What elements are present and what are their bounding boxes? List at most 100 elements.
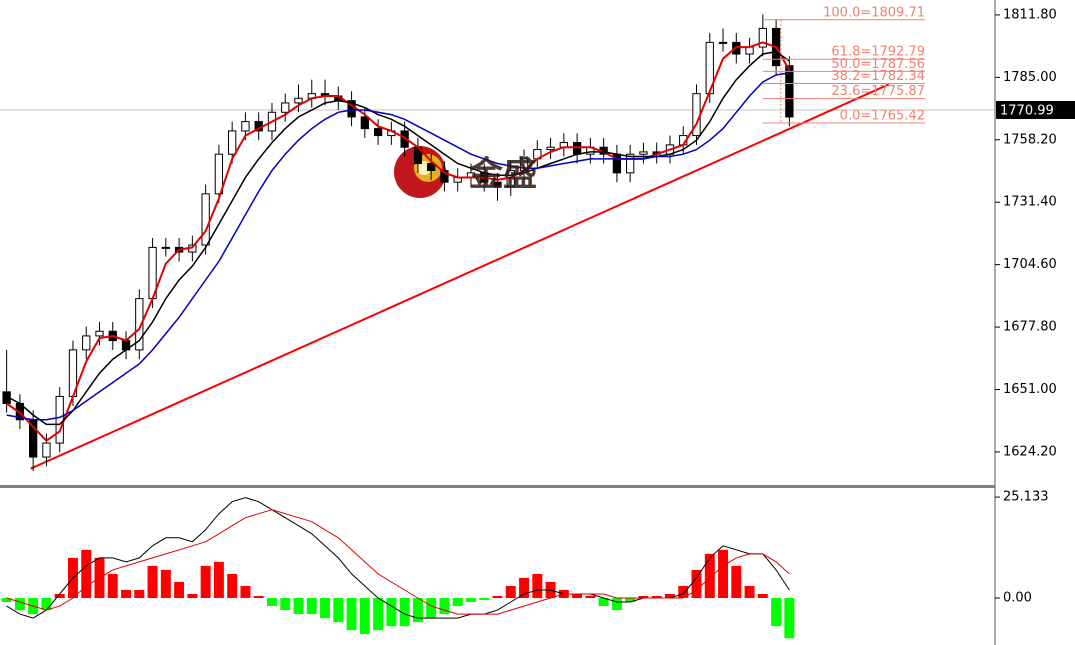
histogram-bar	[1, 598, 12, 603]
fib-label: 23.6=1775.87	[831, 84, 925, 99]
candle-body	[228, 130, 237, 155]
fib-label: 50.0=1787.56	[831, 57, 925, 72]
histogram-bar	[306, 598, 317, 615]
histogram-bar	[333, 598, 344, 623]
histogram-bar	[532, 573, 543, 599]
histogram-bar	[81, 549, 92, 599]
candle-body	[373, 128, 383, 137]
histogram-bar	[572, 594, 583, 599]
histogram-bar	[412, 598, 423, 623]
candle-body	[745, 46, 754, 55]
y-tick-label: 0.00	[1003, 591, 1032, 606]
candle-body	[758, 27, 767, 48]
y-tick-label: 1651.00	[1003, 382, 1057, 397]
y-tick-label: 1624.20	[1003, 444, 1057, 459]
histogram-bar	[731, 565, 742, 599]
fib-label: 100.0=1809.71	[823, 5, 925, 20]
histogram-bar	[41, 598, 52, 611]
candle-body	[294, 97, 303, 104]
histogram-bar	[134, 589, 145, 599]
histogram-bar	[505, 585, 516, 599]
histogram-bar	[359, 598, 370, 635]
fib-label: 61.8=1792.79	[831, 45, 925, 60]
y-tick-label: 1758.20	[1003, 132, 1057, 147]
histogram-bar	[240, 585, 251, 599]
y-tick-label: 1677.80	[1003, 320, 1057, 335]
histogram-bar	[174, 581, 185, 599]
candle-body	[135, 298, 144, 351]
current-price-box	[996, 100, 1075, 119]
candle-body	[281, 102, 290, 113]
histogram-bar	[638, 596, 649, 599]
candle-body	[360, 116, 369, 130]
histogram-bar	[266, 598, 277, 607]
histogram-bar	[452, 598, 463, 607]
histogram-bar	[187, 594, 198, 599]
histogram-bar	[14, 598, 25, 611]
histogram-bar	[691, 569, 702, 599]
moving-average	[6, 41, 791, 443]
histogram-bar	[651, 596, 662, 599]
histogram-bar	[519, 577, 530, 599]
histogram-bar	[664, 594, 675, 599]
candle-body	[639, 151, 648, 155]
candle-body	[95, 330, 104, 337]
histogram-bar	[704, 553, 715, 599]
histogram-bar	[492, 596, 503, 599]
y-tick-label: 25.133	[1003, 490, 1049, 505]
histogram-bar	[744, 585, 755, 599]
histogram-bar	[386, 598, 397, 627]
candle-body	[161, 246, 170, 249]
candle-body	[55, 395, 64, 444]
histogram-bar	[346, 598, 357, 631]
candle-body	[718, 41, 728, 44]
candle-body	[214, 153, 224, 195]
candle-body	[493, 181, 502, 188]
histogram-bar	[479, 598, 490, 601]
histogram-bar	[625, 598, 636, 603]
histogram-bar	[373, 598, 384, 631]
histogram-bar	[213, 561, 224, 599]
histogram-bar	[253, 596, 264, 599]
histogram-bar	[439, 598, 450, 615]
fib-label: 0.0=1765.42	[840, 108, 925, 123]
histogram-bar	[678, 585, 689, 599]
histogram-bar	[200, 565, 211, 599]
histogram-bar	[585, 596, 596, 599]
histogram-bar	[160, 569, 171, 599]
moving-average	[6, 71, 790, 421]
y-tick-label: 1811.80	[1003, 7, 1057, 22]
candle-body	[427, 163, 436, 172]
y-tick-label: 1785.00	[1003, 70, 1057, 85]
current-price-label: 1770.99	[1000, 103, 1054, 118]
candle-body	[626, 153, 635, 174]
watermark: 金盛	[468, 155, 537, 195]
histogram-bar	[280, 598, 291, 611]
histogram-bar	[293, 598, 304, 615]
histogram-bar	[611, 598, 622, 611]
y-tick-label: 1704.60	[1003, 257, 1057, 272]
candle-body	[82, 335, 91, 351]
histogram-bar	[121, 589, 132, 599]
candle-body	[42, 442, 51, 458]
macd-line	[6, 509, 790, 615]
histogram-bar	[107, 573, 118, 599]
histogram-bar	[147, 565, 158, 599]
histogram-bar	[784, 598, 795, 639]
histogram-bar	[399, 598, 410, 627]
candle-body	[440, 170, 449, 183]
histogram-bar	[227, 573, 238, 599]
candle-body	[241, 121, 250, 132]
y-tick-label: 1731.40	[1003, 195, 1057, 210]
fib-label: 38.2=1782.34	[831, 69, 925, 84]
histogram-bar	[320, 598, 331, 619]
candle-body	[201, 193, 210, 246]
candle-body	[572, 142, 582, 155]
candle-body	[785, 65, 794, 118]
candle-body	[546, 146, 555, 151]
trendline	[30, 83, 890, 470]
histogram-bar	[426, 598, 437, 619]
histogram-bar	[54, 594, 65, 599]
histogram-bar	[757, 594, 768, 599]
